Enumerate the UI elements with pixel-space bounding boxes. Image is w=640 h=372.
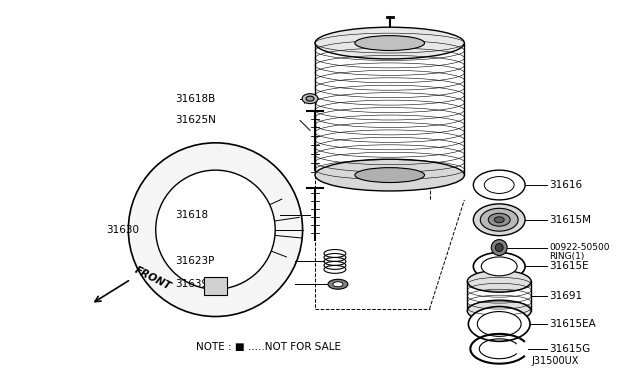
- Text: 31618: 31618: [175, 210, 209, 220]
- Ellipse shape: [333, 282, 343, 287]
- Ellipse shape: [494, 217, 504, 223]
- Ellipse shape: [468, 307, 530, 341]
- Ellipse shape: [306, 96, 314, 101]
- Ellipse shape: [480, 208, 518, 231]
- Text: NOTE : ■ .....NOT FOR SALE: NOTE : ■ .....NOT FOR SALE: [196, 342, 340, 352]
- Text: 31625N: 31625N: [175, 115, 216, 125]
- Text: 31615EA: 31615EA: [549, 319, 596, 329]
- Text: 31618B: 31618B: [175, 94, 216, 104]
- FancyBboxPatch shape: [204, 277, 227, 295]
- Ellipse shape: [488, 213, 510, 226]
- Text: 31623P: 31623P: [175, 256, 215, 266]
- Ellipse shape: [315, 159, 465, 191]
- Text: FRONT: FRONT: [133, 265, 173, 292]
- Text: 31639: 31639: [175, 279, 209, 289]
- Ellipse shape: [302, 94, 318, 104]
- Ellipse shape: [355, 36, 424, 51]
- Ellipse shape: [481, 257, 517, 276]
- Circle shape: [495, 244, 503, 251]
- Text: 31615M: 31615M: [549, 215, 591, 225]
- Text: J31500UX: J31500UX: [531, 356, 579, 366]
- Text: 31616: 31616: [549, 180, 582, 190]
- Ellipse shape: [129, 143, 303, 317]
- Ellipse shape: [477, 312, 521, 336]
- Text: RING(1): RING(1): [549, 252, 584, 261]
- Ellipse shape: [474, 253, 525, 280]
- Circle shape: [492, 240, 507, 256]
- Ellipse shape: [484, 177, 514, 193]
- Ellipse shape: [328, 279, 348, 289]
- Ellipse shape: [315, 27, 465, 59]
- Text: 31630: 31630: [106, 225, 139, 235]
- Ellipse shape: [474, 204, 525, 235]
- Ellipse shape: [467, 270, 531, 292]
- Text: 31615E: 31615E: [549, 262, 589, 272]
- Ellipse shape: [355, 168, 424, 183]
- Ellipse shape: [156, 170, 275, 289]
- Ellipse shape: [474, 170, 525, 200]
- Text: 31615G: 31615G: [549, 344, 590, 354]
- Ellipse shape: [467, 300, 531, 322]
- Text: 00922-50500: 00922-50500: [549, 243, 609, 252]
- Text: 31691: 31691: [549, 291, 582, 301]
